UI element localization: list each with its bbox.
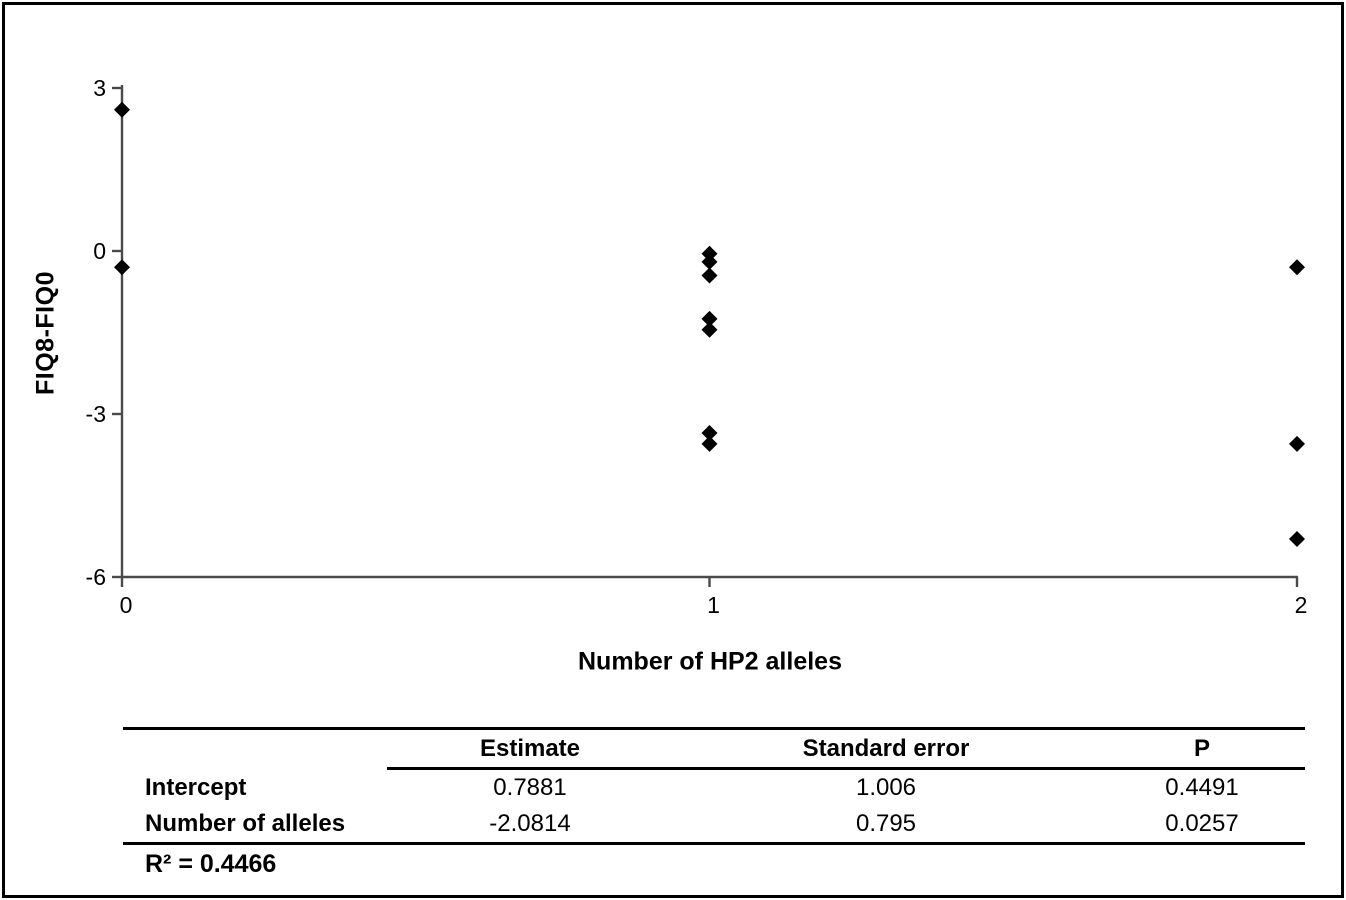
table-row-label: Intercept	[145, 774, 247, 801]
scatter-point	[1289, 435, 1305, 452]
stats-table: Estimate Standard error P Intercept 0.78…	[123, 727, 1305, 845]
table-cell-p: 0.4491	[1165, 774, 1239, 801]
x-tick-label: 2	[1295, 592, 1308, 618]
scatter-point	[1289, 530, 1305, 547]
table-cell-standard-error: 0.795	[855, 810, 917, 837]
table-cell-standard-error: 1.006	[855, 774, 917, 801]
table-header-estimate: Estimate	[479, 735, 581, 762]
scatter-point	[1289, 259, 1305, 276]
table-header-blank	[123, 730, 387, 767]
scatter-point	[701, 253, 718, 270]
table-row-label: Number of alleles	[145, 810, 346, 837]
scatter-point	[701, 310, 718, 327]
table-header-p: P	[1193, 735, 1210, 762]
x-tick-label: 1	[707, 592, 720, 618]
scatter-point	[701, 245, 718, 262]
x-axis-title: Number of HP2 alleles	[578, 647, 842, 676]
scatter-point	[701, 425, 718, 442]
table-cell-p: 0.0257	[1165, 810, 1239, 837]
r-squared-note: R² = 0.4466	[145, 850, 277, 878]
y-axis-title: FIQ8-FIQ0	[31, 271, 60, 395]
scatter-point	[701, 321, 718, 338]
scatter-point	[701, 435, 718, 452]
y-tick-label: 3	[93, 75, 106, 101]
y-tick-label: -6	[86, 564, 106, 590]
header-rule	[387, 767, 1305, 770]
scatter-point	[114, 101, 130, 118]
scatter-point	[114, 259, 130, 276]
table-header-standard-error: Standard error	[802, 735, 970, 762]
y-tick-label: 0	[93, 238, 106, 264]
table-cell-estimate: 0.7881	[493, 774, 567, 801]
scatter-point	[701, 267, 718, 284]
y-tick-label: -3	[86, 401, 106, 427]
table-cell-estimate: -2.0814	[489, 810, 571, 837]
x-tick-label: 0	[120, 592, 133, 618]
